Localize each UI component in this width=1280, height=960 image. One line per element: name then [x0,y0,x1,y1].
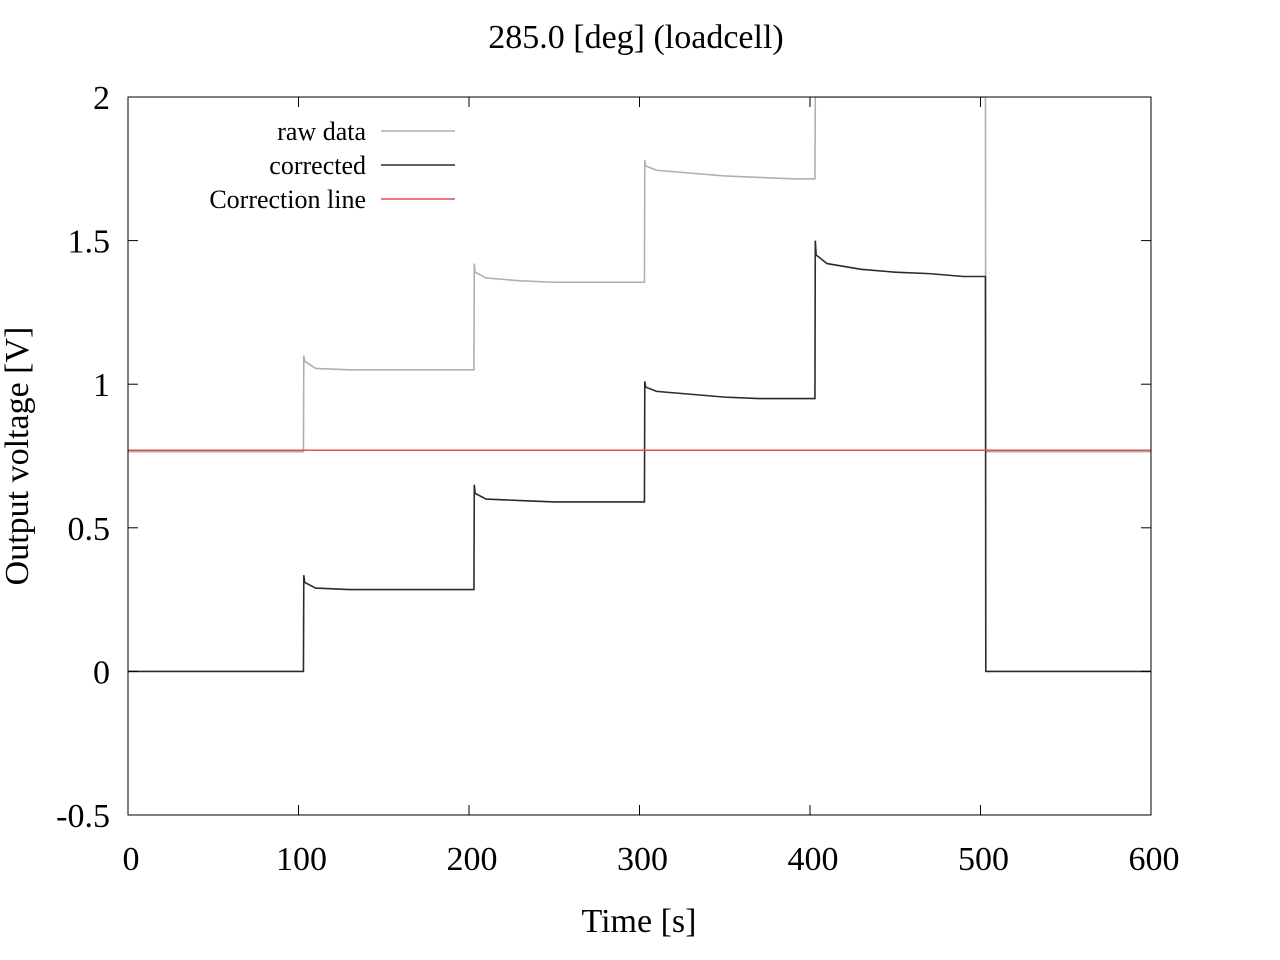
x-tick-label: 0 [123,841,140,878]
legend-item-corrected: corrected [269,151,455,180]
y-tick-label: -0.5 [56,798,110,835]
legend: raw data corrected Correction line [209,117,455,214]
x-tick-label: 400 [788,841,839,878]
x-tick-label: 100 [276,841,327,878]
series-layer [128,97,1151,673]
y-tick-label: 0 [93,654,110,691]
series-line-corrected [128,240,1151,673]
y-tick-label: 1 [93,367,110,404]
legend-label: raw data [277,117,366,146]
x-tick-label: 300 [617,841,668,878]
legend-item-raw-data: raw data [277,117,455,146]
series-line-raw-data [128,97,1151,453]
y-tick-label: 0.5 [68,511,111,548]
legend-label: Correction line [209,185,366,214]
legend-item-correction-line: Correction line [209,185,455,214]
x-tick-label: 200 [447,841,498,878]
ticks-layer: 0 100 200 300 400 500 600 -0.5 0 0.5 1 1.5 2 [56,80,1179,878]
y-tick-label: 2 [93,80,110,117]
y-tick-label: 1.5 [68,224,111,261]
chart-title: 285.0 [deg] (loadcell) [488,19,784,56]
x-tick-label: 600 [1129,841,1180,878]
legend-label: corrected [269,151,366,180]
x-axis-label: Time [s] [582,903,697,940]
x-tick-label: 500 [958,841,1009,878]
y-axis-label: Output voltage [V] [0,327,36,586]
